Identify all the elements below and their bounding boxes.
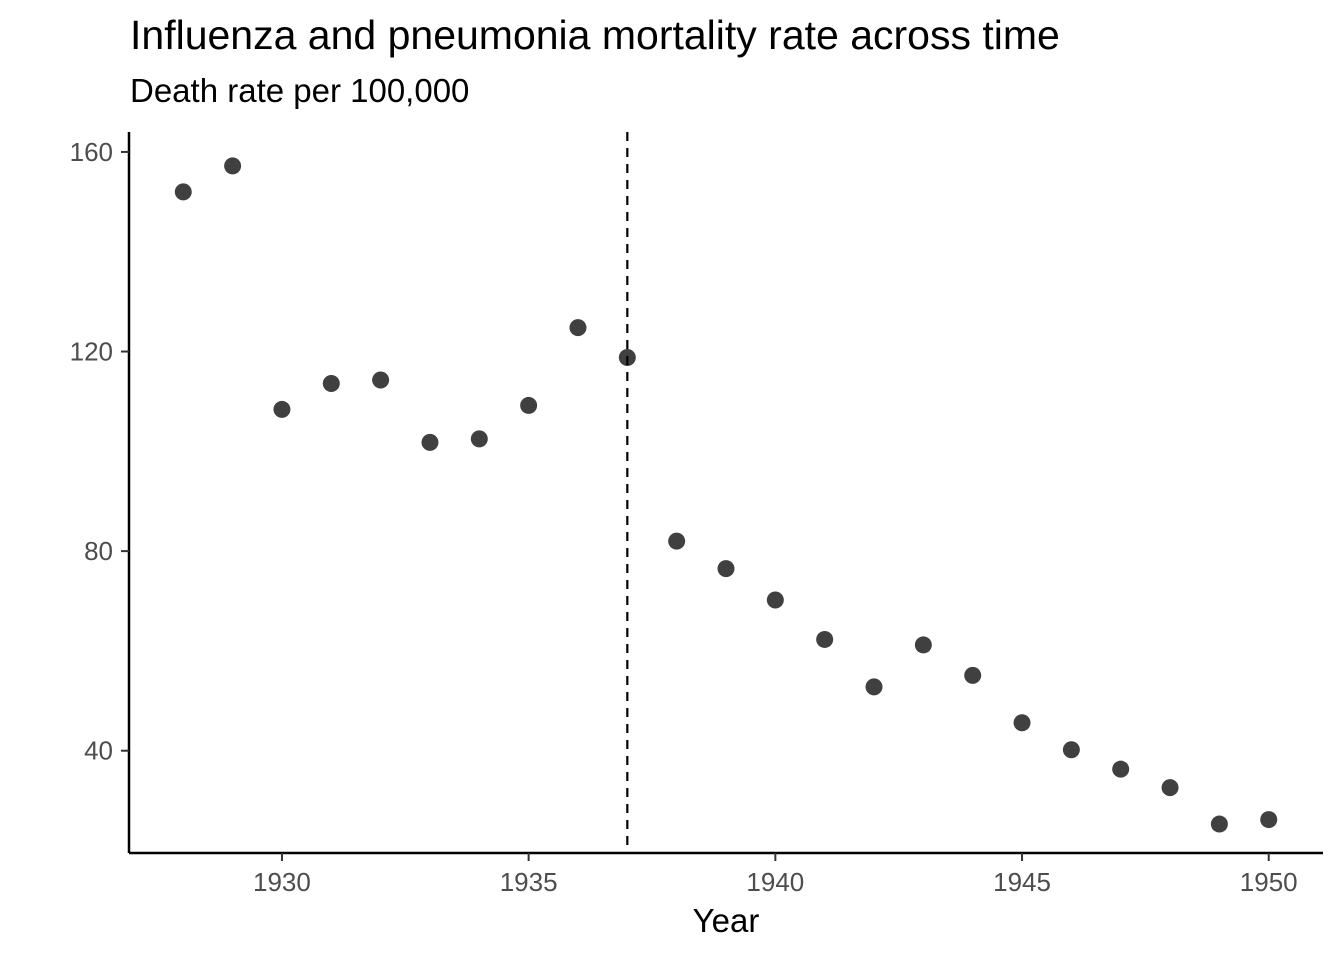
chart-title: Influenza and pneumonia mortality rate a… bbox=[130, 12, 1060, 58]
x-tick-label: 1945 bbox=[993, 867, 1051, 897]
data-point bbox=[421, 433, 439, 451]
y-tick-label: 160 bbox=[70, 137, 113, 167]
data-point bbox=[668, 532, 686, 550]
x-axis-title: Year bbox=[693, 902, 760, 939]
chart-marks bbox=[174, 157, 1278, 833]
y-axis: 40 80 120 160 bbox=[70, 132, 131, 853]
data-point bbox=[273, 400, 291, 418]
data-point bbox=[914, 636, 932, 654]
data-point bbox=[1062, 741, 1080, 759]
y-tick-label: 80 bbox=[84, 536, 113, 566]
data-point bbox=[865, 678, 883, 696]
chart-subtitle: Death rate per 100,000 bbox=[130, 72, 470, 109]
y-tick-label: 40 bbox=[84, 736, 113, 766]
data-point bbox=[174, 183, 192, 201]
data-point bbox=[964, 666, 982, 684]
y-tick-label: 120 bbox=[70, 337, 113, 367]
data-point bbox=[717, 560, 735, 578]
data-point bbox=[520, 396, 538, 414]
x-tick-label: 1935 bbox=[500, 867, 558, 897]
x-axis: 1930 1935 1940 1945 1950 bbox=[129, 851, 1323, 897]
data-point bbox=[766, 591, 784, 609]
data-point bbox=[1013, 714, 1031, 732]
data-point bbox=[224, 157, 242, 175]
x-tick-label: 1950 bbox=[1240, 867, 1298, 897]
data-point bbox=[322, 374, 340, 392]
data-point bbox=[1260, 811, 1278, 829]
data-point bbox=[1112, 760, 1130, 778]
data-point bbox=[1210, 815, 1228, 833]
data-point bbox=[816, 630, 834, 648]
data-point bbox=[1161, 779, 1179, 797]
x-tick-label: 1930 bbox=[253, 867, 311, 897]
data-point bbox=[372, 371, 390, 389]
data-point bbox=[470, 430, 488, 448]
x-tick-label: 1940 bbox=[746, 867, 804, 897]
data-point bbox=[569, 319, 587, 337]
